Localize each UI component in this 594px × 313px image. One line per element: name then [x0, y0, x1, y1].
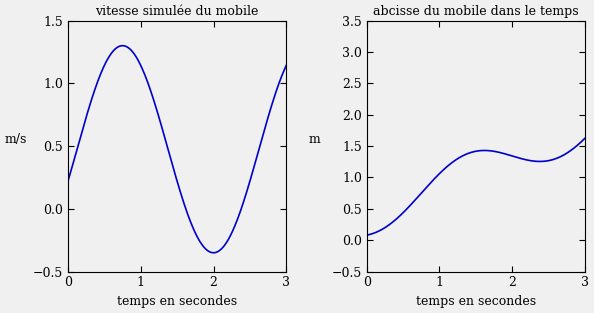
Title: abcisse du mobile dans le temps: abcisse du mobile dans le temps — [373, 5, 579, 18]
Title: vitesse simulée du mobile: vitesse simulée du mobile — [96, 5, 259, 18]
X-axis label: temps en secondes: temps en secondes — [416, 295, 536, 308]
X-axis label: temps en secondes: temps en secondes — [117, 295, 237, 308]
Y-axis label: m: m — [309, 133, 321, 146]
Y-axis label: m/s: m/s — [5, 133, 27, 146]
